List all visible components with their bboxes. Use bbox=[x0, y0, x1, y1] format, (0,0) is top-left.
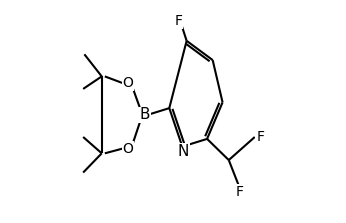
Text: F: F bbox=[235, 185, 243, 199]
Text: O: O bbox=[122, 142, 133, 155]
Text: O: O bbox=[122, 76, 133, 90]
Text: F: F bbox=[175, 14, 183, 28]
Text: B: B bbox=[139, 107, 150, 122]
Text: N: N bbox=[178, 144, 189, 159]
Text: F: F bbox=[256, 130, 264, 144]
